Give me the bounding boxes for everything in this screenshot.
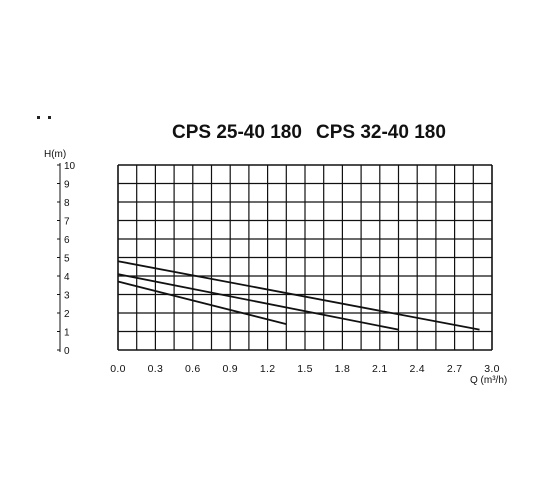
y-tick-label: 4 xyxy=(64,272,70,283)
y-axis-label: H(m) xyxy=(44,149,66,160)
x-tick-label: 3.0 xyxy=(484,363,500,375)
chart-grid xyxy=(117,164,493,351)
x-tick-label: 0.6 xyxy=(185,363,201,375)
x-axis-label: Q (m³/h) xyxy=(470,375,507,386)
x-tick-label: 0.3 xyxy=(148,363,164,375)
x-tick-label: 2.1 xyxy=(372,363,388,375)
y-tick-label: 9 xyxy=(64,180,70,191)
series-line-3 xyxy=(117,260,480,331)
chart-title-right: CPS 32-40 180 xyxy=(316,122,446,143)
chart-series xyxy=(117,260,480,331)
x-tick-label: 1.5 xyxy=(297,363,313,375)
x-axis: 0.0 0.3 0.6 0.9 1.2 1.5 1.8 2.1 2.4 2.7 3.0 xyxy=(110,363,500,375)
decorative-speck xyxy=(37,116,40,119)
chart-title-left: CPS 25-40 180 xyxy=(172,122,302,143)
y-tick-label: 8 xyxy=(64,198,70,209)
x-tick-label: 1.2 xyxy=(260,363,276,375)
y-tick-label: 0 xyxy=(64,346,70,357)
y-tick-label: 1 xyxy=(64,328,70,339)
y-axis: 0 1 2 3 4 5 6 7 8 9 10 xyxy=(57,161,76,357)
y-tick-label: 3 xyxy=(64,291,70,302)
x-tick-label: 1.8 xyxy=(335,363,351,375)
series-line-2 xyxy=(117,273,399,331)
x-tick-label: 0.9 xyxy=(222,363,238,375)
decorative-speck xyxy=(48,116,51,119)
y-tick-label: 10 xyxy=(64,161,76,172)
x-tick-label: 0.0 xyxy=(110,363,126,375)
y-tick-label: 7 xyxy=(64,217,70,228)
x-tick-label: 2.7 xyxy=(447,363,463,375)
series-line-1 xyxy=(117,280,287,325)
y-tick-label: 2 xyxy=(64,309,70,320)
y-tick-label: 6 xyxy=(64,235,70,246)
y-tick-label: 5 xyxy=(64,254,70,265)
x-tick-label: 2.4 xyxy=(409,363,425,375)
